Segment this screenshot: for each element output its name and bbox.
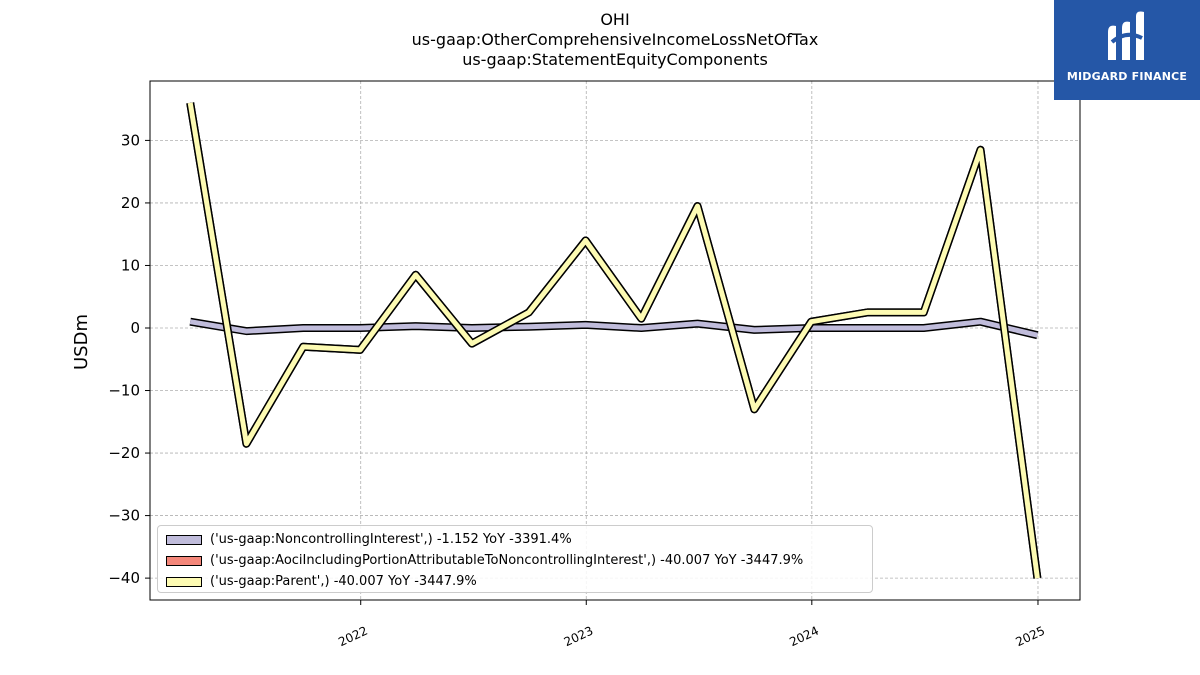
- data-point: [867, 312, 868, 313]
- chart-title: OHI us-gaap:OtherComprehensiveIncomeLoss…: [150, 10, 1080, 70]
- brand-logo-mark-icon: [1108, 11, 1144, 61]
- data-point: [471, 327, 472, 328]
- y-tick-label: 10: [121, 256, 140, 274]
- data-point: [585, 324, 586, 325]
- data-point: [303, 346, 304, 347]
- data-point: [641, 327, 642, 328]
- legend-swatch: [166, 555, 202, 566]
- data-point: [585, 240, 586, 241]
- legend-label: ('us-gaap:AociIncludingPortionAttributab…: [210, 553, 804, 568]
- data-point: [697, 206, 698, 207]
- data-point: [980, 149, 981, 150]
- data-point: [811, 321, 812, 322]
- data-point: [360, 349, 361, 350]
- data-point: [415, 326, 416, 327]
- data-point: [360, 327, 361, 328]
- y-tick-label: −40: [108, 569, 140, 587]
- data-point: [923, 327, 924, 328]
- data-point: [697, 323, 698, 324]
- data-point: [923, 312, 924, 313]
- data-point: [190, 102, 191, 103]
- series-outline: [186, 102, 1042, 579]
- plot-frame: [149, 80, 1081, 601]
- legend-item: ('us-gaap:Parent',) -40.007 YoY -3447.9%: [166, 571, 864, 592]
- y-tick-label: −10: [108, 382, 140, 400]
- data-point: [641, 318, 642, 319]
- data-point: [190, 321, 191, 322]
- series-line: [187, 102, 1040, 579]
- series-outline: [186, 102, 1042, 579]
- x-tick-label: 2023: [562, 624, 596, 650]
- series-line: [187, 102, 1040, 579]
- legend-label: ('us-gaap:NoncontrollingInterest',) -1.1…: [210, 532, 572, 547]
- chart-title-line-3: us-gaap:StatementEquityComponents: [462, 50, 768, 69]
- legend-item: ('us-gaap:AociIncludingPortionAttributab…: [166, 550, 864, 571]
- data-point: [1037, 335, 1038, 336]
- data-point: [471, 343, 472, 344]
- legend-label: ('us-gaap:Parent',) -40.007 YoY -3447.9%: [210, 574, 477, 589]
- data-point: [528, 326, 529, 327]
- data-point: [246, 331, 247, 332]
- data-point: [754, 329, 755, 330]
- y-tick-label: 30: [121, 131, 140, 149]
- brand-logo: MIDGARD FINANCE: [1054, 0, 1200, 100]
- legend-swatch: [166, 576, 202, 587]
- data-point: [246, 443, 247, 444]
- grid: [150, 81, 1080, 600]
- data-point: [1037, 578, 1038, 579]
- y-tick-label: −20: [108, 444, 140, 462]
- data-point: [867, 327, 868, 328]
- y-tick-label: 20: [121, 194, 140, 212]
- y-axis-label: USDm: [71, 314, 92, 370]
- legend-swatch: [166, 534, 202, 545]
- series-line: [189, 319, 1038, 338]
- chart-title-line-1: OHI: [600, 10, 630, 29]
- data-point: [303, 327, 304, 328]
- y-tick-label: 0: [130, 319, 140, 337]
- x-tick-label: 2024: [787, 624, 821, 650]
- series-lines: [186, 102, 1042, 579]
- data-point: [415, 274, 416, 275]
- x-tick-label: 2022: [336, 624, 370, 650]
- legend-item: ('us-gaap:NoncontrollingInterest',) -1.1…: [166, 529, 864, 550]
- chart-title-line-2: us-gaap:OtherComprehensiveIncomeLossNetO…: [411, 30, 819, 49]
- brand-name: MIDGARD FINANCE: [1066, 70, 1188, 83]
- data-point: [754, 409, 755, 410]
- data-point: [528, 312, 529, 313]
- y-tick-label: −30: [108, 507, 140, 525]
- x-tick-label: 2025: [1013, 624, 1047, 650]
- data-point: [980, 321, 981, 322]
- legend: ('us-gaap:NoncontrollingInterest',) -1.1…: [157, 525, 873, 593]
